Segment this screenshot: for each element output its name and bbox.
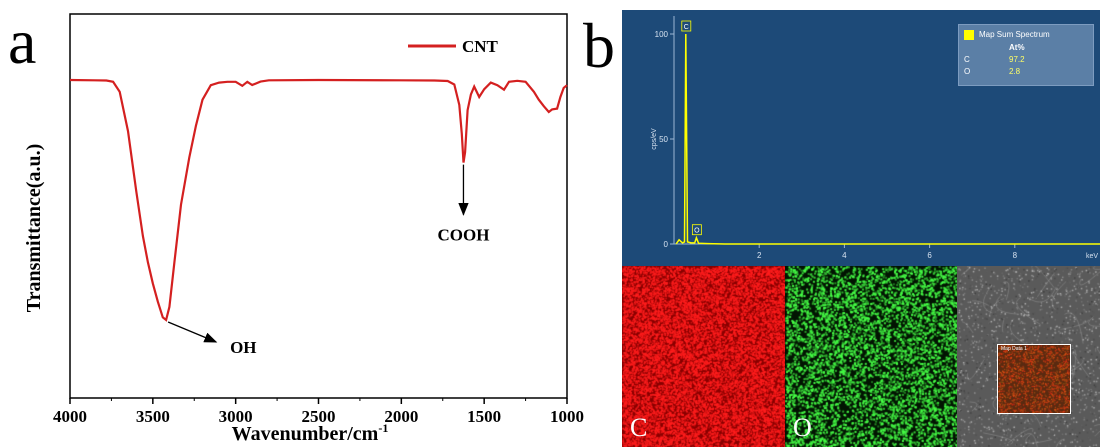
eds-x-tick-label: 6 [927, 251, 932, 260]
eds-composition-value: 97.2 [1009, 55, 1025, 64]
x-tick-label: 1000 [550, 407, 584, 426]
eds-y-tick-label: 0 [664, 240, 669, 249]
eds-y-tick-label: 100 [655, 30, 669, 39]
eds-composition-header: At% [1009, 43, 1025, 52]
x-axis-label: Wavenumber/cm-1 [232, 421, 389, 445]
y-axis-label: Transmittance(a.u.) [23, 144, 45, 313]
eds-legend-swatch [964, 30, 974, 40]
eds-legend-title: Map Sum Spectrum [979, 30, 1050, 39]
ftir-series-line [69, 78, 568, 322]
eds-x-tick-label: 8 [1013, 251, 1018, 260]
legend-label-cnt: CNT [462, 37, 499, 56]
eds-composition-element: C [964, 55, 970, 64]
x-tick-label: 4000 [53, 407, 87, 426]
oxygen-map: O [785, 266, 957, 447]
x-tick-label: 3000 [219, 407, 253, 426]
oh-arrow [167, 321, 218, 343]
carbon-map-label: C [630, 413, 648, 442]
eds-peak-label: C [684, 24, 689, 31]
carbon-map: C [622, 266, 785, 447]
x-tick-label: 2500 [302, 407, 336, 426]
annotation-oh: OH [230, 338, 256, 357]
eds-x-tick-label: 2 [757, 251, 762, 260]
sem-inset-label: Map Data 1 [1001, 346, 1027, 352]
x-tick-label: 2000 [384, 407, 418, 426]
eds-spectrum-line [675, 33, 1100, 245]
eds-peak-label: O [694, 228, 700, 235]
panel-label-a: a [8, 6, 37, 77]
x-tick-label: 3500 [136, 407, 170, 426]
plot-frame [69, 13, 568, 399]
eds-x-tick-label: 4 [842, 251, 847, 260]
eds-y-tick-label: 50 [659, 135, 668, 144]
sem-map-inset: Map Data 1 [997, 344, 1071, 414]
eds-x-axis-label: keV [1086, 253, 1098, 260]
annotation-cooh: COOH [437, 226, 489, 245]
eds-y-axis-label: cps/eV [651, 128, 658, 150]
oxygen-map-label: O [793, 413, 812, 442]
eds-peak-marker [691, 224, 702, 236]
panel-label-b: b [583, 10, 615, 81]
sem-image: Map Data 1 [957, 266, 1100, 447]
x-tick-label: 1500 [467, 407, 501, 426]
eds-legend: Map Sum Spectrum At% C 97.2 O 2.8 [958, 24, 1094, 86]
eds-composition-value: 2.8 [1009, 67, 1021, 76]
eds-composition-element: O [964, 67, 971, 76]
eds-peak-marker [681, 20, 692, 32]
